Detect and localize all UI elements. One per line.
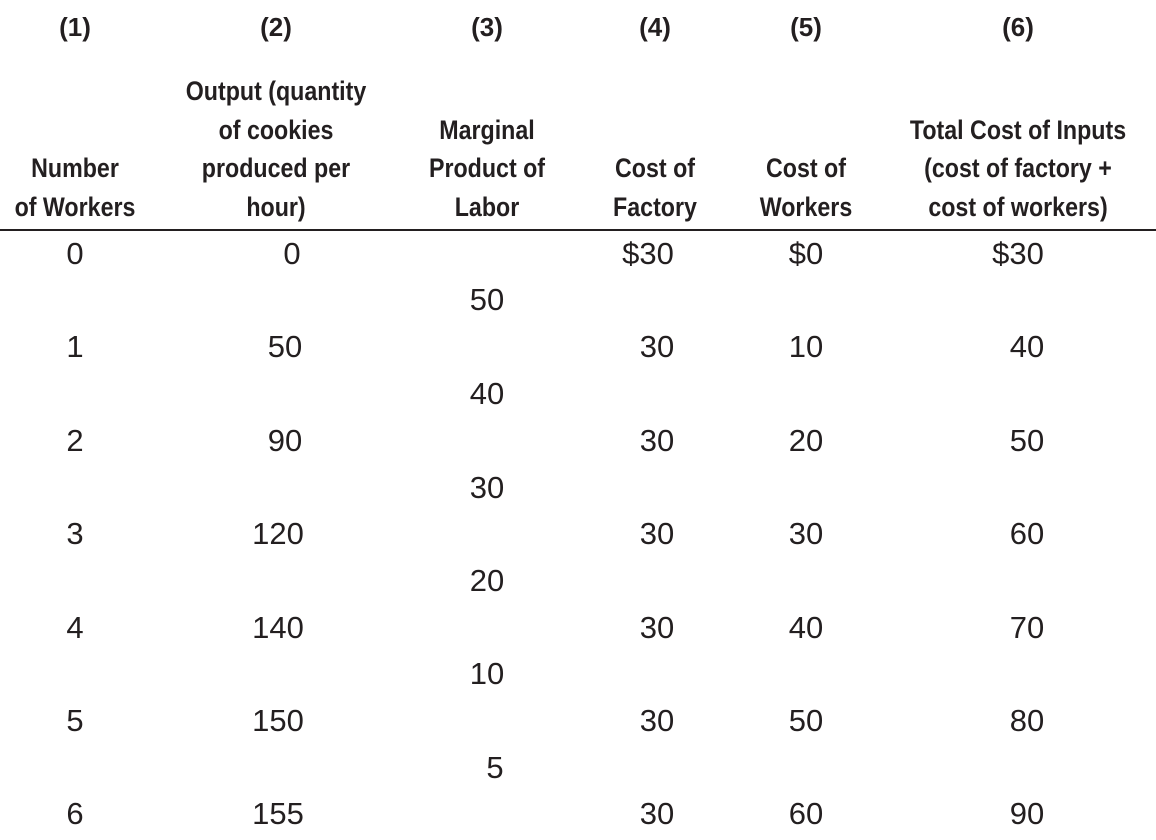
header-line: of Workers bbox=[14, 191, 136, 222]
cell-cost-factory: $30 bbox=[622, 236, 674, 271]
cell-marginal-product: 50 bbox=[469, 282, 505, 317]
column-number-3: (3) bbox=[471, 12, 503, 42]
cell-output: 155 bbox=[252, 796, 304, 831]
header-line: Total Cost of Inputs bbox=[909, 114, 1127, 145]
header-line: Marginal bbox=[439, 114, 535, 145]
cell-output: 150 bbox=[252, 703, 304, 738]
cell-cost-workers: 60 bbox=[788, 796, 824, 831]
header-line: Number bbox=[31, 153, 119, 183]
cell-workers: 3 bbox=[66, 516, 84, 551]
header-line: Factory bbox=[613, 191, 697, 222]
cell-marginal-product: 30 bbox=[469, 470, 505, 505]
header-line: Workers bbox=[759, 191, 853, 222]
cell-cost-factory: 30 bbox=[639, 796, 675, 831]
cell-cost-workers: $0 bbox=[788, 236, 824, 271]
cell-cost-factory: 30 bbox=[639, 703, 675, 738]
header-cost-of-factory: Cost of Factory bbox=[613, 149, 697, 226]
cell-output: 50 bbox=[267, 329, 303, 364]
cell-cost-factory: 30 bbox=[639, 423, 675, 458]
header-line: Product of bbox=[428, 153, 546, 183]
cell-total-cost: 40 bbox=[1009, 329, 1045, 364]
header-line: Output (quantity bbox=[185, 76, 367, 106]
cell-total-cost: 80 bbox=[1009, 703, 1045, 738]
column-number-1: (1) bbox=[59, 12, 91, 42]
cell-workers: 4 bbox=[66, 610, 84, 645]
cell-total-cost: $30 bbox=[992, 236, 1044, 271]
cell-output: 140 bbox=[252, 610, 304, 645]
cell-workers: 6 bbox=[66, 796, 84, 831]
cell-total-cost: 90 bbox=[1009, 796, 1045, 831]
cell-total-cost: 50 bbox=[1009, 423, 1045, 458]
cell-total-cost: 60 bbox=[1009, 516, 1045, 551]
cell-marginal-product: 5 bbox=[486, 750, 504, 785]
cell-cost-workers: 20 bbox=[788, 423, 824, 458]
header-line: cost of workers) bbox=[928, 191, 1108, 222]
cell-total-cost: 70 bbox=[1009, 610, 1045, 645]
header-total-cost: Total Cost of Inputs (cost of factory + … bbox=[910, 111, 1126, 227]
header-divider bbox=[0, 229, 1156, 231]
cell-output: 90 bbox=[267, 423, 303, 458]
cell-cost-factory: 30 bbox=[639, 610, 675, 645]
header-line: Cost of bbox=[766, 153, 846, 183]
column-number-5: (5) bbox=[790, 12, 822, 42]
cell-cost-workers: 30 bbox=[788, 516, 824, 551]
header-line: produced per bbox=[201, 153, 351, 183]
cell-cost-workers: 50 bbox=[788, 703, 824, 738]
cell-cost-factory: 30 bbox=[639, 329, 675, 364]
cell-marginal-product: 40 bbox=[469, 376, 505, 411]
header-marginal-product: Marginal Product of Labor bbox=[429, 111, 545, 227]
header-line: Labor bbox=[454, 191, 520, 222]
cell-marginal-product: 10 bbox=[469, 656, 505, 691]
header-output: Output (quantity of cookies produced per… bbox=[186, 72, 367, 226]
header-line: hour) bbox=[246, 191, 306, 222]
cell-cost-workers: 10 bbox=[788, 329, 824, 364]
cell-output: 120 bbox=[252, 516, 304, 551]
cell-cost-factory: 30 bbox=[639, 516, 675, 551]
cell-workers: 0 bbox=[66, 236, 84, 271]
cell-cost-workers: 40 bbox=[788, 610, 824, 645]
cell-output: 0 bbox=[283, 236, 301, 271]
column-number-4: (4) bbox=[639, 12, 671, 42]
column-number-6: (6) bbox=[1002, 12, 1034, 42]
cell-workers: 1 bbox=[66, 329, 84, 364]
cell-workers: 2 bbox=[66, 423, 84, 458]
header-line: of cookies bbox=[218, 114, 334, 145]
header-line: Cost of bbox=[615, 153, 695, 183]
column-number-2: (2) bbox=[260, 12, 292, 42]
header-cost-of-workers: Cost of Workers bbox=[760, 149, 853, 226]
cell-marginal-product: 20 bbox=[469, 563, 505, 598]
header-number-of-workers: Number of Workers bbox=[15, 149, 136, 226]
header-line: (cost of factory + bbox=[924, 153, 1112, 183]
cell-workers: 5 bbox=[66, 703, 84, 738]
